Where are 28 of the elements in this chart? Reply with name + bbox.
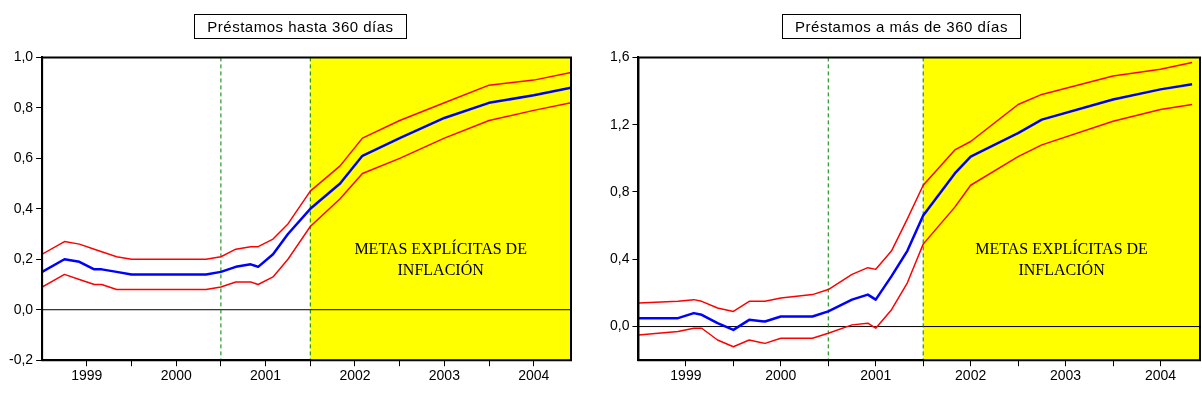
x-tick-label: 1999 [670,367,702,384]
y-tick-label: 0,0 [13,300,34,317]
y-tick-label: 0,2 [13,250,34,267]
band-label: METAS EXPLÍCITAS DE INFLACIÓN [975,238,1148,278]
x-tick-label: 2004 [1144,367,1177,384]
y-tick-label: 0,8 [609,182,630,199]
x-tick-label: 2003 [428,367,461,384]
band-label: METAS EXPLÍCITAS DE INFLACIÓN [354,238,527,278]
y-tick-label: 0,4 [609,250,630,267]
chart-title: Préstamos a más de 360 días [782,14,1021,39]
y-tick-label: 0,4 [13,199,34,216]
y-tick-label: -0,2 [9,351,34,368]
y-tick-label: 0,8 [13,98,34,115]
x-tick-label: 2004 [518,367,550,384]
y-tick-label: 1,6 [609,48,630,65]
x-tick-label: 2003 [1049,367,1082,384]
x-tick-label: 2002 [339,367,371,384]
x-tick-label: 2000 [765,367,797,384]
x-tick-label: 2000 [160,367,192,384]
x-tick-label: 2001 [250,367,282,384]
chart-title: Préstamos hasta 360 días [194,14,407,39]
x-tick-label: 2002 [955,367,987,384]
x-tick-label: 2001 [860,367,892,384]
y-tick-label: 1,2 [609,115,630,132]
y-tick-label: 0,0 [609,317,630,334]
y-tick-label: 1,0 [13,48,34,65]
y-tick-label: 0,6 [13,149,34,166]
x-tick-label: 1999 [71,367,103,384]
